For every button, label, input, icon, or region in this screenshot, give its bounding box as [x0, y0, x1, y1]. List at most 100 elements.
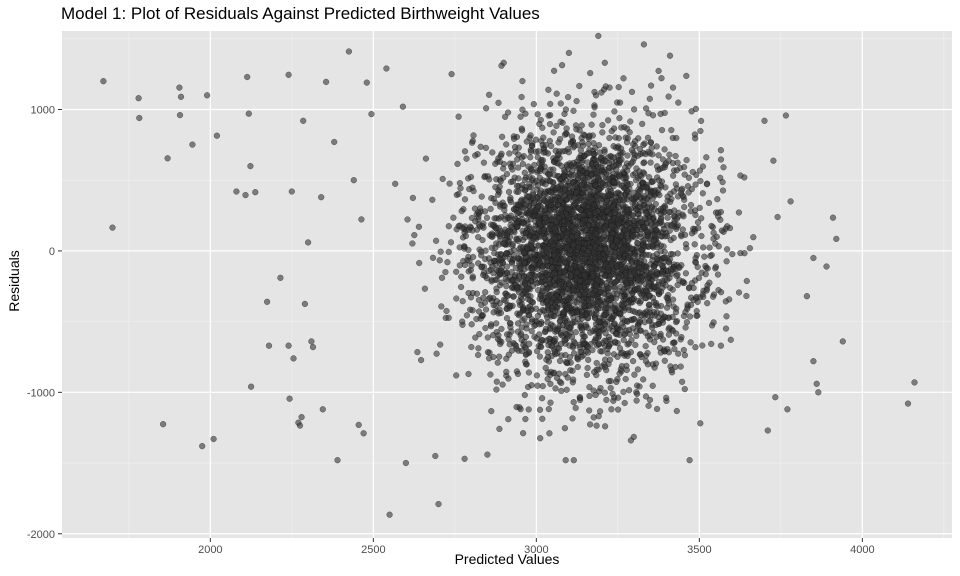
- data-point: [602, 330, 609, 337]
- data-point: [571, 340, 579, 347]
- data-point: [569, 367, 576, 374]
- data-point: [593, 283, 600, 290]
- data-point: [489, 149, 496, 156]
- data-point: [564, 205, 571, 212]
- data-point: [298, 413, 305, 421]
- data-point: [533, 335, 540, 342]
- data-point: [502, 212, 509, 219]
- data-point: [568, 133, 576, 140]
- data-point: [573, 126, 580, 133]
- data-point: [620, 75, 627, 82]
- data-point: [655, 152, 662, 159]
- data-point: [556, 135, 564, 143]
- data-point: [469, 253, 477, 261]
- data-point: [649, 382, 656, 389]
- data-point: [557, 118, 564, 125]
- data-point: [659, 319, 667, 326]
- data-point: [609, 390, 616, 397]
- data-point: [499, 259, 506, 266]
- data-point: [538, 395, 546, 402]
- data-point: [557, 100, 564, 107]
- data-point: [741, 250, 748, 257]
- data-point: [572, 319, 579, 326]
- data-point: [479, 236, 486, 244]
- data-point: [501, 206, 508, 214]
- data-point: [590, 150, 597, 158]
- data-point: [649, 195, 656, 202]
- data-point: [551, 225, 558, 232]
- data-point: [667, 198, 674, 206]
- data-point: [558, 379, 565, 387]
- data-point: [459, 318, 466, 325]
- data-point: [613, 263, 621, 270]
- data-point: [587, 329, 594, 336]
- data-point: [617, 145, 625, 152]
- data-point: [496, 425, 503, 433]
- data-point: [480, 224, 487, 231]
- data-point: [682, 324, 689, 331]
- data-point: [578, 172, 585, 180]
- data-point: [519, 430, 527, 437]
- data-point: [485, 255, 493, 262]
- data-point: [592, 391, 599, 399]
- data-point: [392, 180, 399, 187]
- data-point: [645, 293, 653, 300]
- data-point: [593, 359, 600, 367]
- data-point: [503, 315, 511, 322]
- data-point: [565, 277, 572, 284]
- data-point: [429, 196, 436, 203]
- data-point: [562, 351, 569, 359]
- data-point: [644, 333, 652, 340]
- data-point: [813, 380, 820, 387]
- data-point: [815, 389, 822, 396]
- data-point: [708, 222, 715, 230]
- data-point: [468, 262, 475, 269]
- data-point: [563, 386, 570, 393]
- data-point: [675, 99, 682, 106]
- data-point: [621, 399, 628, 407]
- data-point: [285, 342, 292, 349]
- data-point: [591, 368, 598, 376]
- data-point: [660, 225, 668, 233]
- data-point: [625, 387, 633, 394]
- data-point: [640, 224, 647, 231]
- data-point: [690, 296, 697, 304]
- data-point: [574, 255, 581, 262]
- data-point: [687, 201, 695, 209]
- data-point: [159, 421, 167, 428]
- data-point: [528, 382, 535, 389]
- data-point: [530, 199, 537, 207]
- data-point: [719, 187, 727, 194]
- data-point: [663, 394, 670, 401]
- data-point: [469, 227, 476, 234]
- data-point: [515, 151, 522, 158]
- data-point: [525, 369, 533, 376]
- data-point: [468, 321, 475, 328]
- data-point: [513, 403, 520, 411]
- data-point: [660, 262, 667, 270]
- data-point: [534, 203, 542, 210]
- data-point: [710, 319, 717, 326]
- data-point: [564, 93, 572, 101]
- data-point: [422, 155, 430, 162]
- data-point: [673, 407, 680, 415]
- data-point: [518, 93, 525, 101]
- data-point: [526, 173, 533, 181]
- data-point: [438, 274, 446, 281]
- data-point: [648, 220, 655, 227]
- data-point: [636, 351, 644, 358]
- data-point: [590, 111, 597, 118]
- data-point: [648, 268, 655, 276]
- data-point: [601, 148, 608, 155]
- data-point: [505, 375, 512, 382]
- data-point: [586, 302, 593, 310]
- data-point: [547, 201, 555, 209]
- data-point: [547, 112, 554, 119]
- data-point: [593, 310, 600, 317]
- data-point: [612, 338, 619, 345]
- data-point: [743, 292, 750, 300]
- data-point: [593, 231, 600, 238]
- data-point: [534, 111, 541, 118]
- data-point: [633, 328, 640, 335]
- data-point: [547, 399, 554, 406]
